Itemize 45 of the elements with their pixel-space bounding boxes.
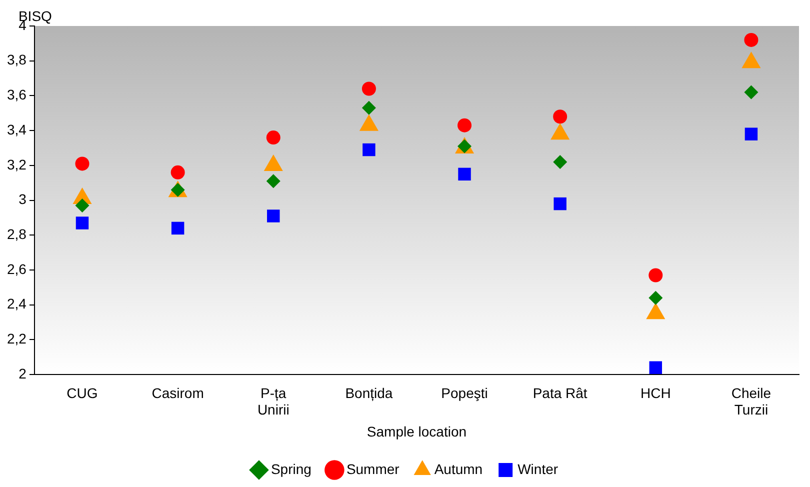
point [362, 100, 376, 115]
y-tick-label: 2,2 [6, 330, 27, 347]
legend-label: Autumn [434, 460, 483, 477]
y-tick-label: 2,6 [6, 260, 27, 277]
x-tick-label: Bonțida [345, 384, 393, 401]
point [362, 82, 376, 96]
legend-label: Summer [346, 460, 400, 477]
point [75, 198, 90, 213]
x-tick-label: P-ța Unirii [257, 384, 290, 418]
y-tick-label: 2,8 [6, 226, 27, 242]
point [744, 85, 758, 100]
x-tick-label: Cheile Turzii [731, 384, 772, 418]
y-tick-label: 3 [18, 191, 27, 208]
point [648, 268, 663, 282]
x-tick-label: Popeşti [441, 384, 488, 401]
y-tick-label: 2 [18, 365, 27, 382]
legend-label: Spring [270, 460, 312, 477]
y-tick-label: 3,8 [6, 52, 27, 68]
x-tick-label: HCH [640, 384, 671, 401]
y-tick-label: 3,6 [6, 86, 27, 103]
point [744, 128, 758, 140]
legend-label: Winter [518, 460, 558, 477]
x-axis-title: Sample location [366, 423, 467, 440]
point [76, 216, 89, 230]
point [553, 154, 568, 169]
point [362, 143, 376, 156]
point [171, 222, 184, 235]
point [266, 174, 280, 188]
point [554, 197, 566, 210]
point [744, 32, 758, 47]
y-tick-label: 2,4 [6, 296, 27, 312]
x-tick-label: CUG [66, 384, 98, 401]
y-tick-label: 3,2 [6, 156, 27, 172]
point [75, 156, 90, 171]
point [458, 118, 472, 132]
point [648, 290, 663, 305]
point [649, 361, 662, 374]
point [267, 210, 280, 222]
y-tick-label: 3,4 [6, 121, 27, 138]
point [553, 110, 568, 124]
point [458, 168, 471, 181]
x-tick-label: Casirom [152, 384, 204, 401]
x-tick-label: Pata Rât [532, 384, 588, 401]
point [266, 130, 280, 145]
point [170, 165, 185, 180]
